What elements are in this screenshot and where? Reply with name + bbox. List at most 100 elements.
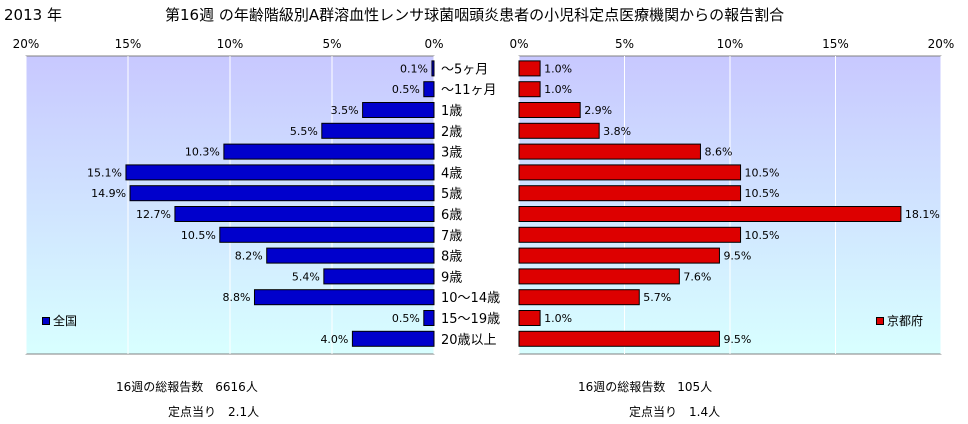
bar-national — [129, 185, 435, 202]
category-label: 5歳 — [441, 187, 462, 202]
data-label-national: 0.1% — [400, 62, 428, 75]
chart-title: 第16週 の年齢階級別A群溶血性レンサ球菌咽頭炎患者の小児科定点医療機関からの報… — [165, 6, 785, 24]
tick-label-right: 20% — [928, 37, 955, 51]
category-label: 20歳以上 — [441, 333, 497, 348]
category-label: 10～14歳 — [441, 291, 500, 306]
bar-national — [174, 206, 435, 222]
bar-kyoto — [518, 330, 720, 347]
bar-kyoto — [518, 102, 581, 118]
data-label-kyoto: 10.5% — [745, 166, 780, 179]
data-label-national: 5.4% — [292, 270, 320, 283]
data-label-kyoto: 8.6% — [704, 146, 732, 159]
tick-label-left: 0% — [424, 37, 443, 51]
category-label: ～11ヶ月 — [441, 83, 497, 98]
bar-national — [125, 164, 435, 181]
category-label: ～5ヶ月 — [441, 62, 488, 77]
bar-national — [253, 289, 435, 306]
bar-kyoto — [518, 289, 640, 306]
bar-kyoto — [518, 268, 680, 285]
data-label-kyoto: 1.0% — [544, 62, 572, 75]
tick-label-left: 5% — [322, 37, 341, 51]
bar-kyoto — [518, 164, 742, 181]
bar-national — [431, 60, 435, 77]
footer-right-total: 16週の総報告数 105人 — [578, 378, 712, 395]
data-label-national: 0.5% — [392, 312, 420, 325]
data-label-kyoto: 1.0% — [544, 312, 572, 325]
data-label-kyoto: 10.5% — [745, 187, 780, 200]
legend-kyoto: 京都府 — [876, 312, 923, 329]
tick-label-left: 15% — [115, 37, 142, 51]
legend-kyoto-label: 京都府 — [887, 314, 924, 328]
footer-left-per-value: 2.1人 — [228, 405, 260, 419]
bar-kyoto — [518, 185, 742, 202]
data-label-kyoto: 5.7% — [643, 291, 671, 304]
year-label: 2013 年 — [4, 6, 62, 24]
legend-kyoto-swatch — [876, 316, 884, 325]
data-label-national: 10.5% — [181, 229, 216, 242]
bar-kyoto — [518, 122, 600, 139]
data-label-kyoto: 9.5% — [723, 333, 751, 346]
data-label-kyoto: 10.5% — [745, 229, 780, 242]
data-label-national: 8.8% — [223, 291, 251, 304]
category-label: 6歳 — [441, 208, 462, 223]
bar-national — [321, 122, 435, 139]
tick-label-right: 15% — [822, 37, 849, 51]
data-label-national: 12.7% — [136, 208, 171, 221]
data-label-kyoto: 18.1% — [905, 208, 940, 221]
footer-right-total-value: 105人 — [677, 380, 713, 394]
footer-left-total-label: 16週の総報告数 — [116, 380, 204, 394]
footer-right-per: 定点当り 1.4人 — [629, 403, 720, 420]
data-label-national: 3.5% — [331, 104, 359, 117]
data-label-national: 0.5% — [392, 83, 420, 96]
footer-right-total-label: 16週の総報告数 — [578, 380, 666, 394]
bar-national — [423, 310, 435, 326]
bar-national — [223, 143, 435, 160]
footer-left-total-value: 6616人 — [215, 380, 258, 394]
category-label: 8歳 — [441, 250, 462, 265]
data-label-kyoto: 2.9% — [584, 104, 612, 117]
tick-label-right: 10% — [717, 37, 744, 51]
bar-kyoto — [518, 143, 701, 160]
bar-kyoto — [518, 310, 541, 326]
data-label-kyoto: 3.8% — [603, 125, 631, 138]
footer-left-per: 定点当り 2.1人 — [168, 403, 259, 420]
footer-right-per-label: 定点当り — [629, 405, 678, 419]
bar-kyoto — [518, 247, 720, 264]
bar-national — [423, 81, 435, 98]
tick-label-right: 5% — [615, 37, 634, 51]
category-label: 9歳 — [441, 270, 462, 285]
legend-national: 全国 — [42, 312, 77, 329]
data-label-national: 8.2% — [235, 250, 263, 263]
category-label: 7歳 — [441, 229, 462, 244]
data-label-kyoto: 1.0% — [544, 83, 572, 96]
legend-national-swatch — [42, 316, 50, 325]
category-label: 4歳 — [441, 166, 462, 181]
footer-right-per-value: 1.4人 — [689, 405, 721, 419]
legend-national-label: 全国 — [53, 314, 78, 328]
bar-national — [351, 330, 435, 347]
category-label: 15～19歳 — [441, 312, 500, 327]
bar-kyoto — [518, 206, 902, 222]
data-label-national: 10.3% — [185, 146, 220, 159]
bar-kyoto — [518, 226, 742, 243]
footer-left-per-label: 定点当り — [168, 405, 217, 419]
tick-label-right: 0% — [509, 37, 528, 51]
tick-label-left: 10% — [217, 37, 244, 51]
data-label-national: 15.1% — [87, 166, 122, 179]
category-label: 1歳 — [441, 104, 462, 119]
bar-national — [266, 247, 435, 264]
data-label-kyoto: 7.6% — [683, 270, 711, 283]
footer-left-total: 16週の総報告数 6616人 — [116, 378, 258, 395]
tick-label-left: 20% — [13, 37, 40, 51]
category-label: 3歳 — [441, 146, 462, 161]
bar-kyoto — [518, 60, 541, 77]
bar-national — [219, 226, 435, 243]
data-label-national: 14.9% — [91, 187, 126, 200]
bar-national — [323, 268, 435, 285]
data-label-national: 5.5% — [290, 125, 318, 138]
category-label: 2歳 — [441, 125, 462, 140]
bar-kyoto — [518, 81, 541, 98]
data-label-national: 4.0% — [320, 333, 348, 346]
data-label-kyoto: 9.5% — [723, 250, 751, 263]
